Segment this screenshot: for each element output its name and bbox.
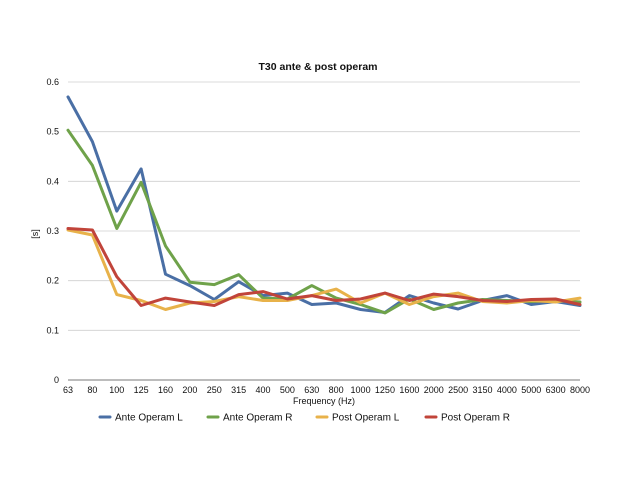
series-line-3 — [66, 227, 582, 307]
x-tick-label: 250 — [207, 385, 222, 395]
y-tick-label: 0.3 — [46, 226, 59, 236]
x-tick-label: 630 — [304, 385, 319, 395]
y-tick-label: 0.6 — [46, 77, 59, 87]
x-tick-label: 1250 — [375, 385, 395, 395]
x-tick-label: 125 — [134, 385, 149, 395]
y-tick-label: 0.1 — [46, 325, 59, 335]
x-tick-label: 3150 — [472, 385, 492, 395]
legend-label: Ante Operam L — [115, 413, 183, 424]
x-tick-label: 315 — [231, 385, 246, 395]
axes: 0 0.1 0.2 0.3 0.4 0.5 0.6 63 80 100 125 160 200 250 31… — [46, 77, 590, 395]
series-line-0 — [66, 95, 582, 314]
y-tick-label: 0.2 — [46, 276, 59, 286]
x-tick-label: 200 — [182, 385, 197, 395]
x-axis-title: Frequency (Hz) — [293, 396, 355, 406]
x-tick-label: 160 — [158, 385, 173, 395]
y-axis-title: [s] — [30, 229, 40, 239]
gridlines — [68, 81, 580, 331]
series-lines — [66, 95, 582, 315]
series-line-1 — [66, 128, 582, 315]
x-tick-label: 80 — [87, 385, 97, 395]
x-tick-label: 1600 — [399, 385, 419, 395]
x-tick-label: 1000 — [351, 385, 371, 395]
y-tick-label: 0.4 — [46, 176, 59, 186]
x-tick-label: 100 — [109, 385, 124, 395]
x-tick-label: 63 — [63, 385, 73, 395]
x-tick-label: 400 — [256, 385, 271, 395]
legend-label: Ante Operam R — [223, 413, 292, 424]
legend-label: Post Operam L — [332, 413, 400, 424]
legend-label: Post Operam R — [441, 413, 510, 424]
x-tick-label: 2000 — [424, 385, 444, 395]
x-tick-label: 8000 — [570, 385, 590, 395]
y-tick-label: 0.5 — [46, 127, 59, 137]
x-tick-label: 2500 — [448, 385, 468, 395]
chart-title: T30 ante & post operam — [258, 61, 377, 73]
legend: Ante Operam L Ante Operam R Post Operam L P… — [98, 413, 510, 424]
x-tick-label: 800 — [329, 385, 344, 395]
x-tick-label: 4000 — [497, 385, 517, 395]
x-tick-label: 6300 — [546, 385, 566, 395]
y-tick-label: 0 — [54, 375, 59, 385]
x-tick-label: 500 — [280, 385, 295, 395]
x-tick-label: 5000 — [521, 385, 541, 395]
